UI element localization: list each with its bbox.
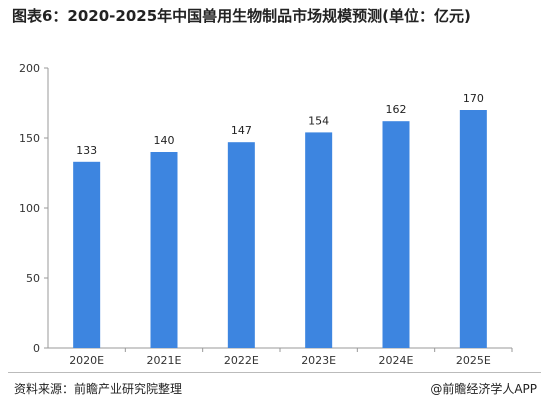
y-tick-label: 100 — [19, 202, 40, 215]
bar — [227, 142, 255, 348]
data-label: 170 — [463, 92, 484, 105]
chart-title: 图表6：2020-2025年中国兽用生物制品市场规模预测(单位：亿元) — [12, 7, 471, 25]
x-tick-label: 2025E — [456, 354, 491, 367]
brand-watermark: @前瞻经济学人APP — [430, 382, 537, 396]
data-label: 147 — [231, 124, 252, 137]
x-tick-label: 2024E — [379, 354, 414, 367]
bar — [305, 132, 333, 348]
data-label: 162 — [386, 103, 407, 116]
x-tick-label: 2022E — [224, 354, 259, 367]
source-note: 资料来源：前瞻产业研究院整理 — [14, 382, 183, 396]
bar — [382, 121, 410, 348]
x-tick-label: 2020E — [69, 354, 104, 367]
data-label: 133 — [76, 144, 97, 157]
y-tick-label: 0 — [33, 342, 40, 355]
y-tick-label: 200 — [19, 62, 40, 75]
x-tick-label: 2021E — [147, 354, 182, 367]
bar — [73, 161, 101, 348]
x-tick-label: 2023E — [301, 354, 336, 367]
footer-divider — [8, 372, 541, 373]
y-tick-label: 150 — [19, 132, 40, 145]
bar — [459, 110, 487, 348]
bar — [150, 152, 178, 348]
data-label: 154 — [308, 114, 329, 127]
y-tick-label: 50 — [26, 272, 40, 285]
data-label: 140 — [154, 134, 175, 147]
